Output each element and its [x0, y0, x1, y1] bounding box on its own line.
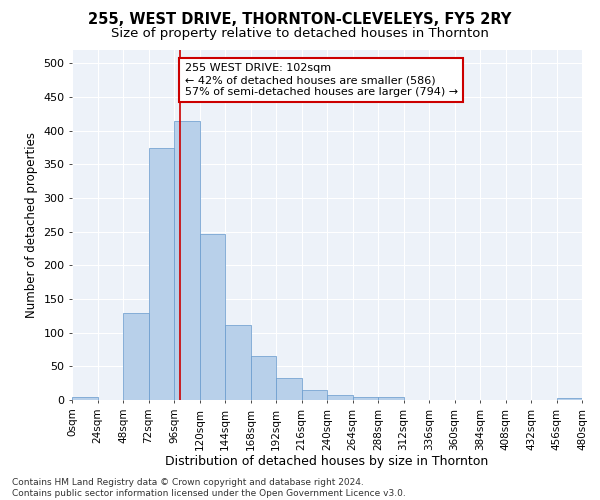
Bar	[557, 398, 582, 400]
Text: Contains HM Land Registry data © Crown copyright and database right 2024.
Contai: Contains HM Land Registry data © Crown c…	[12, 478, 406, 498]
Bar	[123, 312, 149, 400]
Bar	[353, 396, 378, 400]
Text: Size of property relative to detached houses in Thornton: Size of property relative to detached ho…	[111, 28, 489, 40]
Bar	[174, 120, 199, 400]
Bar	[378, 398, 404, 400]
Bar	[72, 396, 97, 400]
Y-axis label: Number of detached properties: Number of detached properties	[25, 132, 38, 318]
Bar	[251, 356, 276, 400]
Text: 255, WEST DRIVE, THORNTON-CLEVELEYS, FY5 2RY: 255, WEST DRIVE, THORNTON-CLEVELEYS, FY5…	[88, 12, 512, 28]
Text: 255 WEST DRIVE: 102sqm
← 42% of detached houses are smaller (586)
57% of semi-de: 255 WEST DRIVE: 102sqm ← 42% of detached…	[185, 64, 458, 96]
X-axis label: Distribution of detached houses by size in Thornton: Distribution of detached houses by size …	[166, 456, 488, 468]
Bar	[276, 378, 302, 400]
Bar	[225, 326, 251, 400]
Bar	[327, 394, 353, 400]
Bar	[149, 148, 174, 400]
Bar	[199, 234, 225, 400]
Bar	[302, 390, 327, 400]
